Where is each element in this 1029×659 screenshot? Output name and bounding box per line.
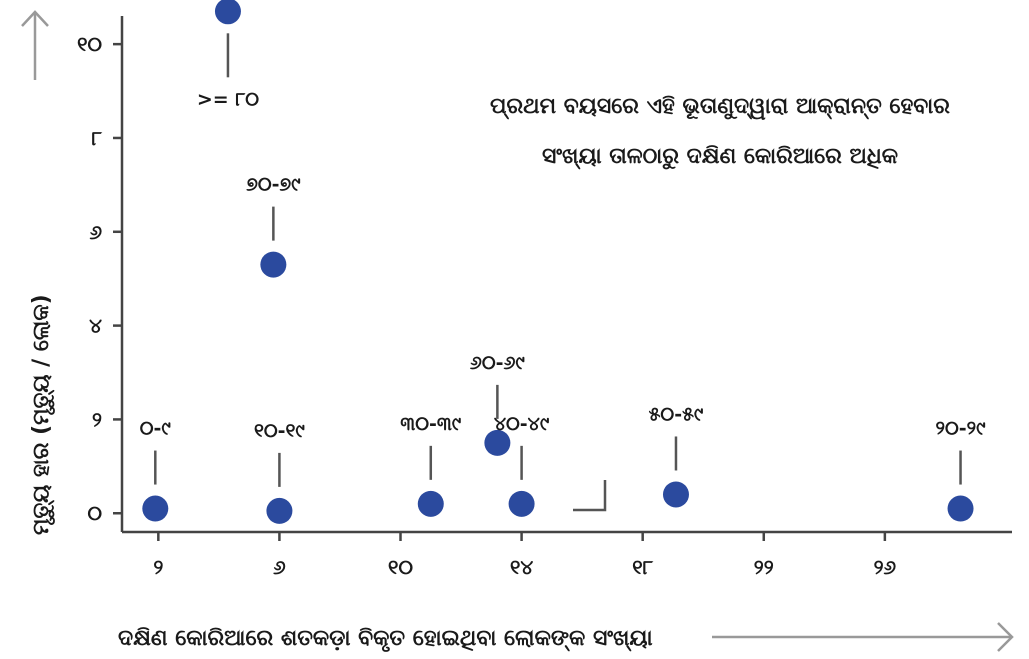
- y-tick-label: ୪: [89, 314, 102, 338]
- x-tick-label: ୧୮: [632, 555, 653, 579]
- data-point: [214, 0, 241, 25]
- point-label: ୦-୯: [140, 418, 172, 440]
- x-tick-label: ୧୪: [510, 555, 533, 579]
- data-points: [142, 0, 974, 524]
- x-axis-title: ଦକ୍ଷିଣ କୋରିଆରେ ଶତକଡ଼ା ବିକୃତ ହୋଇଥିବା ଲୋକଙ…: [118, 626, 653, 653]
- x-tick-label: ୨୬: [874, 555, 897, 579]
- x-tick-label: ୬: [273, 555, 286, 579]
- label-leaders: [154, 33, 962, 487]
- data-point: [142, 495, 169, 522]
- data-point: [484, 429, 511, 456]
- point-label: ୫୦-୫୯: [649, 403, 704, 425]
- point-label: ୬୦-୬୯: [470, 352, 526, 374]
- y-tick-label: ୬: [89, 220, 102, 244]
- point-label: ୩୦-୩୯: [400, 413, 462, 435]
- point-label: >= ୮୦: [197, 88, 259, 110]
- x-tick-label: ୧୦: [388, 555, 413, 579]
- point-label: ୪୦-୪୯: [494, 413, 550, 435]
- y-direction-arrow: [21, 10, 49, 80]
- point-labels: ୦-୯ >= ୮୦ ୭୦-୭୯ ୧୦-୧୯ ୩୦-୩୯ ୬୦-୬୯ ୪୦-୪୯ ୫୦-୫୯ ୨୦…: [140, 88, 986, 442]
- point-label: ୨୦-୨୯: [936, 418, 987, 440]
- point-label: ୭୦-୭୯: [246, 174, 301, 196]
- x-ticks: ୨ ୬ ୧୦ ୧୪ ୧୮ ୨୨ ୨୬: [153, 532, 897, 579]
- data-point: [260, 251, 287, 278]
- data-point: [417, 490, 444, 517]
- x-direction-arrow: [712, 622, 1014, 652]
- y-tick-label: ୧୦: [77, 32, 102, 56]
- y-tick-label: ୮: [92, 126, 103, 150]
- data-point: [947, 495, 974, 522]
- annotation-line-1: ପ୍ରଥମ ବୟସରେ ଏହି ଭୂତାଣୁଦ୍ୱାରା ଆକ୍ରାନ୍ତ ହେ…: [490, 94, 950, 120]
- data-point: [508, 490, 535, 517]
- point-label: ୧୦-୧୯: [254, 420, 305, 442]
- y-axis-title: ମୃତ୍ୟୁ ହାର (ମୃତ୍ୟୁ / ଲୋକ): [29, 294, 56, 535]
- y-ticks: ୦ ୨ ୪ ୬ ୮ ୧୦: [77, 32, 122, 525]
- x-tick-label: ୨: [153, 555, 163, 579]
- annotation-line-2: ସଂଖ୍ୟା ତାଳଠାରୁ ଦକ୍ଷିଣ କୋରିଆରେ ଅଧିକ: [542, 144, 898, 170]
- x-tick-label: ୨୨: [754, 555, 774, 579]
- axes: [120, 16, 1012, 534]
- data-point: [266, 497, 293, 524]
- y-tick-label: ୨: [92, 407, 102, 431]
- bracket-mark: [573, 480, 607, 512]
- y-tick-label: ୦: [88, 501, 103, 525]
- data-point: [662, 481, 689, 508]
